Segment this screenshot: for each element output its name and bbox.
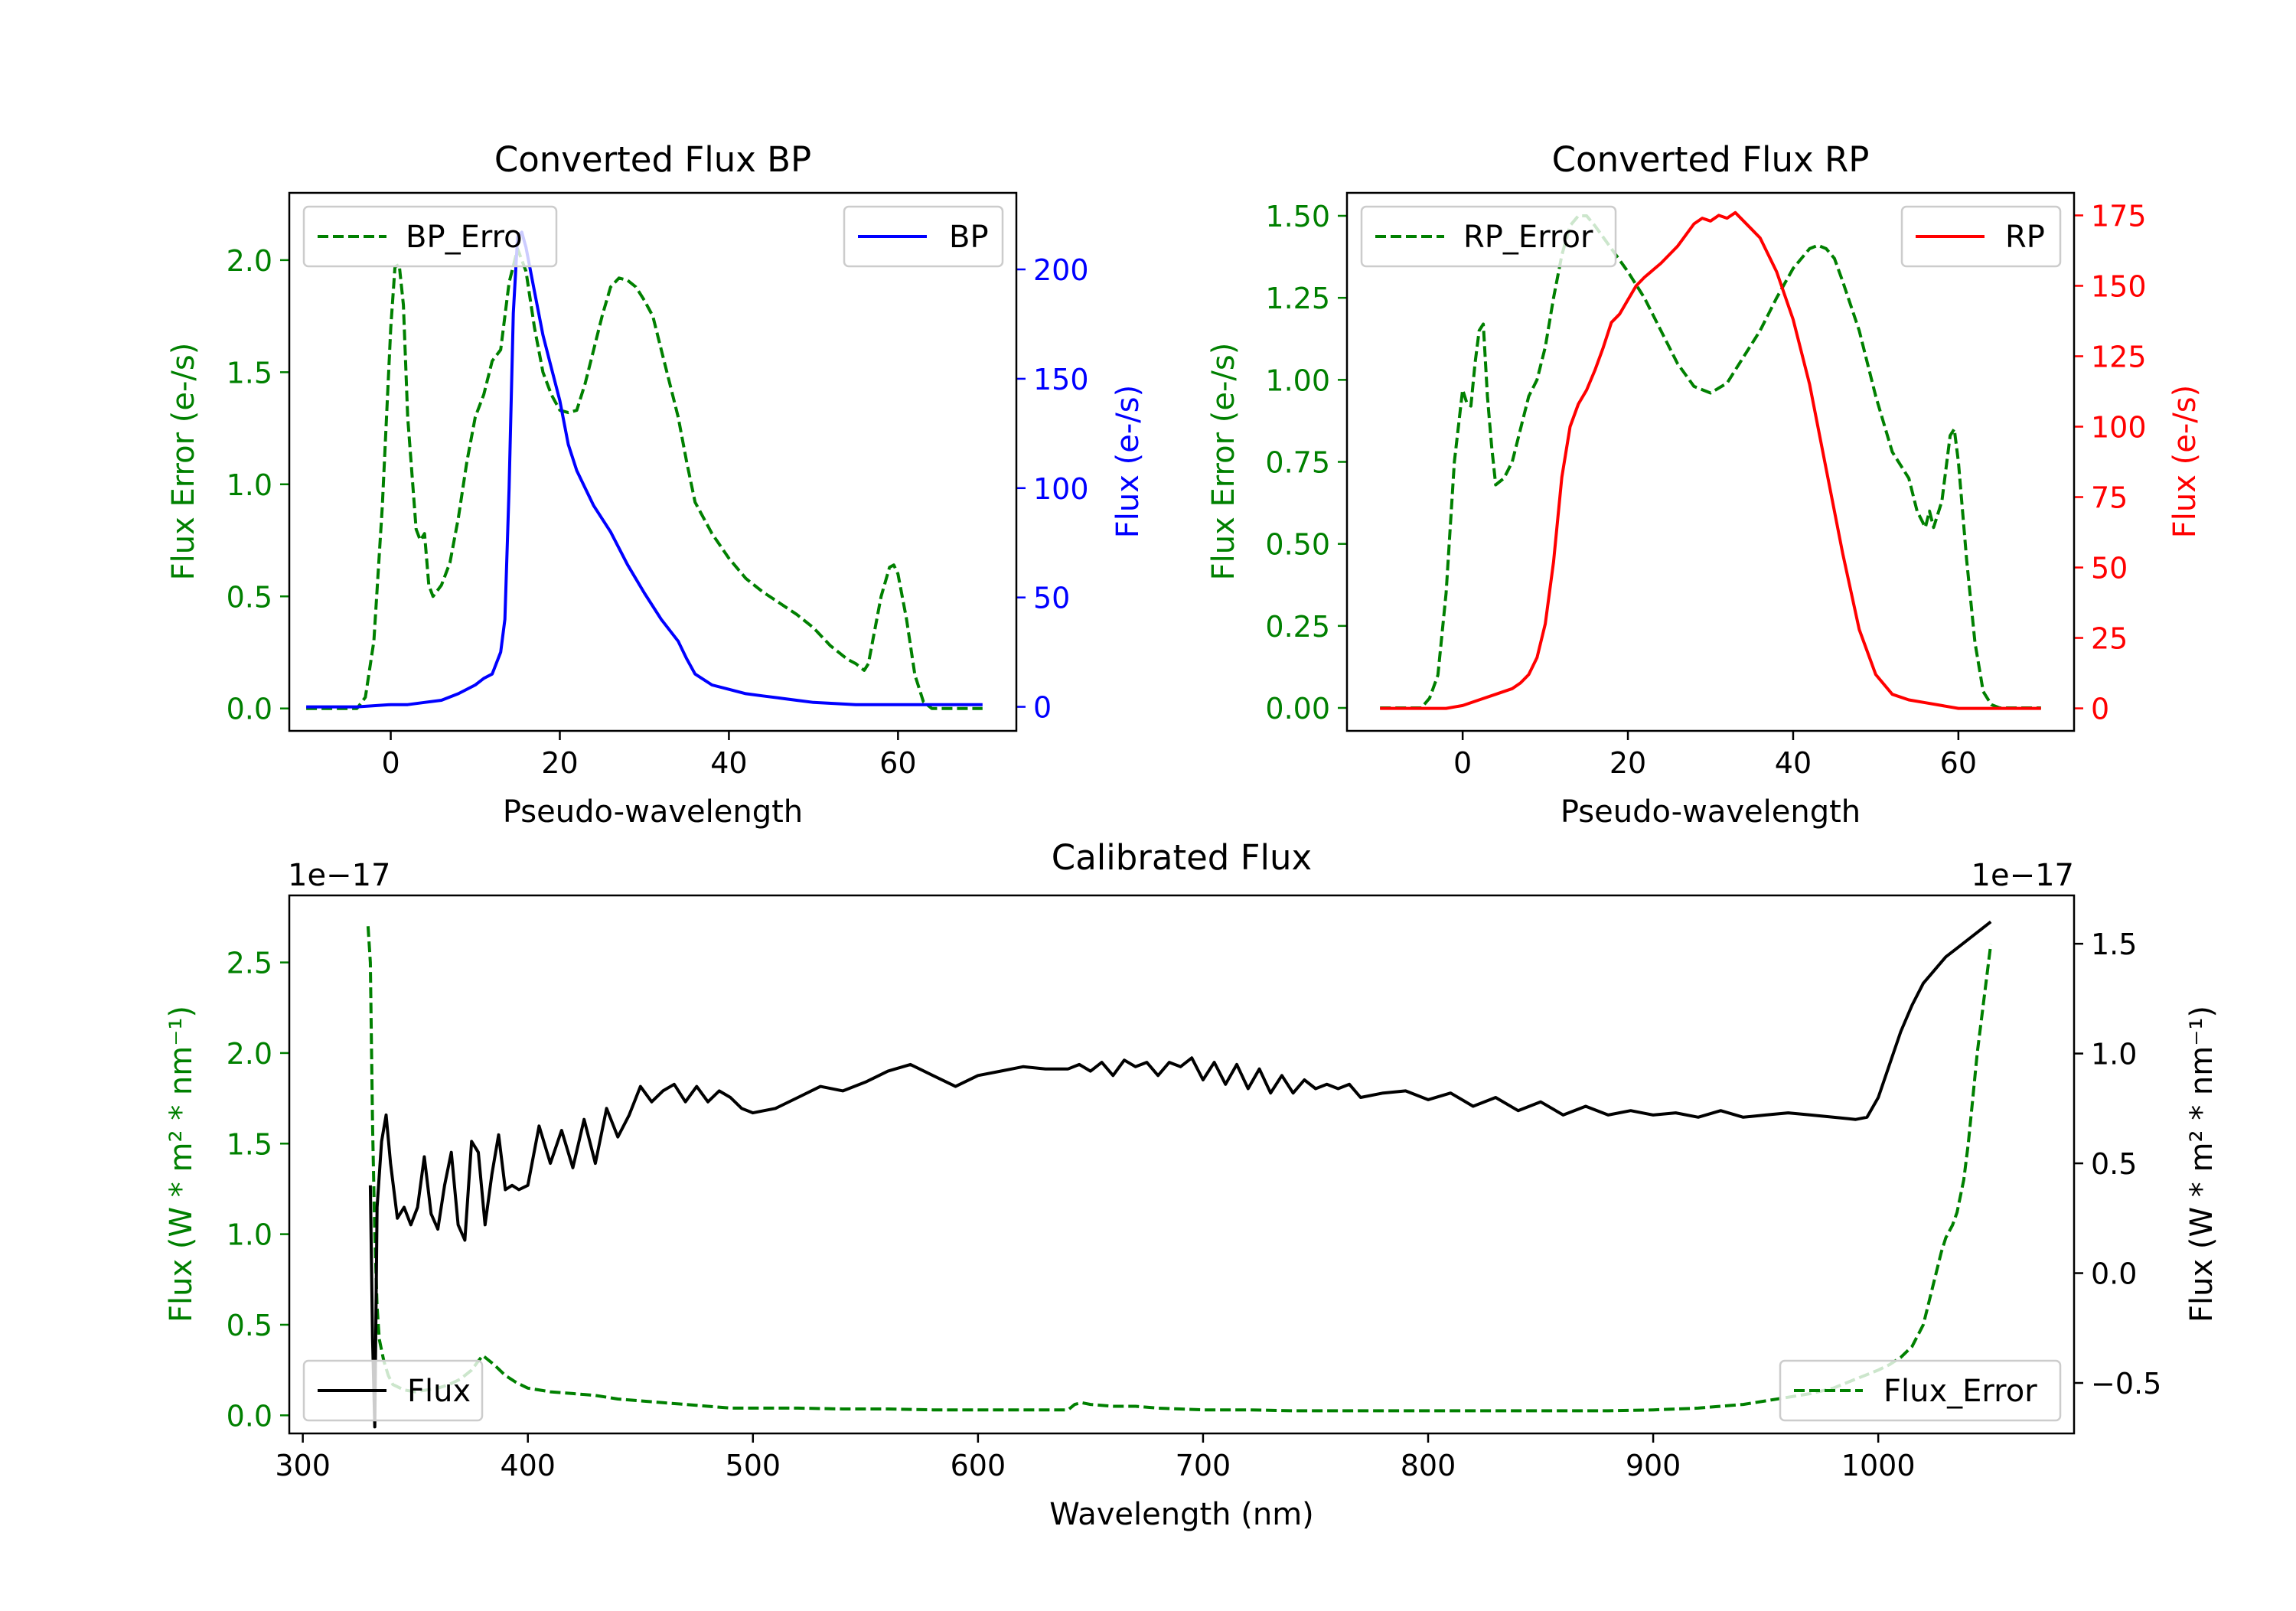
bp-ylabel-right: Flux (e-/s) <box>1110 385 1146 538</box>
calibrated-xtick-label: 300 <box>275 1449 331 1482</box>
rp-ytick-right-label: 100 <box>2091 410 2147 444</box>
calibrated-axes-frame <box>288 894 2076 1435</box>
bp-xlabel: Pseudo-wavelength <box>503 794 803 830</box>
calibrated-legend-right[interactable]: Flux_Error <box>1779 1359 2062 1422</box>
rp-ytick-left-label: 1.25 <box>1265 282 1330 315</box>
rp-ytick-right-label: 175 <box>2091 199 2147 233</box>
bp-axes-frame <box>288 191 1018 732</box>
rp-xtick-label: 60 <box>1940 746 1977 780</box>
bp-xtick-label: 40 <box>710 746 747 780</box>
rp-ylabel-left: Flux Error (e-/s) <box>1206 343 1241 581</box>
calibrated-ytick-right-label: 1.5 <box>2091 928 2137 961</box>
rp-ytick-right-label: 25 <box>2091 622 2128 656</box>
bp-ytick-right-label: 50 <box>1033 582 1070 615</box>
calibrated-ytick-right-label: 0.0 <box>2091 1257 2137 1291</box>
calibrated-xtick-label: 500 <box>726 1449 781 1482</box>
rp-plot-area: 0 20 40 60 0.00 0.25 0.50 0.75 1.00 1.25 1.50 0 25 50… <box>1265 199 2146 780</box>
calibrated-plot-area: 300 400 500 600 700 800 900 1000 0.0 0.5 1.0 1.5 2.0… <box>227 920 2161 1482</box>
calibrated-offset-left: 1e−17 <box>288 858 390 893</box>
bp-chart: Converted Flux BP 0 20 40 60 0.0 0.5 1.0 1.5 2.0… <box>166 139 1146 830</box>
calibrated-ytick-left-label: 2.0 <box>227 1037 272 1071</box>
rp-chart: Converted Flux RP 0 20 40 60 0.00 0.25 0.50 0.7… <box>1206 139 2203 830</box>
calibrated-series-flux-line <box>368 920 1992 1429</box>
bp-series-bp-line <box>306 230 983 709</box>
rp-xtick-label: 20 <box>1609 746 1646 780</box>
calibrated-legend-left-box <box>302 1359 484 1422</box>
bp-legend-right-label: BP <box>949 220 989 255</box>
rp-series-rp-line <box>1380 210 2041 710</box>
calibrated-ytick-left-label: 0.5 <box>227 1309 272 1342</box>
rp-title: Converted Flux RP <box>1552 139 1870 180</box>
bp-legend-left-box <box>302 205 558 268</box>
rp-ytick-left-label: 1.00 <box>1265 364 1330 397</box>
bp-ytick-left-label: 2.0 <box>227 244 272 278</box>
rp-ytick-right-label: 50 <box>2091 552 2128 585</box>
calibrated-ylabel-left: Flux (W * m² * nm⁻¹) <box>164 1006 199 1322</box>
bp-ytick-left-label: 1.5 <box>227 356 272 390</box>
calibrated-chart: Calibrated Flux 1e−17 1e−17 300 400 500 600… <box>164 837 2219 1532</box>
rp-ytick-right-label: 150 <box>2091 269 2147 303</box>
calibrated-xlabel: Wavelength (nm) <box>1049 1497 1314 1532</box>
calibrated-legend-right-box <box>1779 1359 2062 1422</box>
bp-ytick-left-label: 0.5 <box>227 580 272 614</box>
calibrated-ytick-left-label: 0.0 <box>227 1399 272 1433</box>
calibrated-ytick-right-label: −0.5 <box>2091 1367 2161 1401</box>
bp-title: Converted Flux BP <box>494 139 811 180</box>
calibrated-offset-right: 1e−17 <box>1971 858 2074 893</box>
rp-axes-frame <box>1345 191 2076 732</box>
bp-ylabel-left: Flux Error (e-/s) <box>166 343 201 581</box>
bp-xtick-label: 60 <box>879 746 916 780</box>
rp-ytick-left-label: 0.50 <box>1265 528 1330 562</box>
rp-xtick-label: 40 <box>1775 746 1812 780</box>
rp-legend-left[interactable]: RP_Error <box>1360 205 1617 268</box>
calibrated-ytick-right-label: 0.5 <box>2091 1147 2137 1181</box>
calibrated-legend-left-label: Flux <box>407 1374 471 1409</box>
bp-ytick-left-label: 1.0 <box>227 468 272 502</box>
bp-legend-left[interactable]: BP_Erro <box>302 205 558 268</box>
rp-ytick-left-label: 0.00 <box>1265 692 1330 726</box>
rp-xtick-label: 0 <box>1453 746 1472 780</box>
calibrated-xtick-label: 700 <box>1176 1449 1231 1482</box>
calibrated-xtick-label: 1000 <box>1841 1449 1916 1482</box>
bp-plot-area: 0 20 40 60 0.0 0.5 1.0 1.5 2.0 0 50 100 150 200 <box>227 230 1089 780</box>
bp-ytick-right-label: 0 <box>1033 691 1052 725</box>
rp-legend-left-label: RP_Error <box>1463 220 1593 255</box>
bp-ytick-right-label: 150 <box>1033 363 1089 396</box>
rp-legend-left-box <box>1360 205 1617 268</box>
calibrated-ytick-left-label: 1.5 <box>227 1127 272 1161</box>
calibrated-ylabel-right: Flux (W * m² * nm⁻¹) <box>2184 1006 2219 1322</box>
bp-series-bp-error-line <box>306 247 983 710</box>
rp-ytick-left-label: 1.50 <box>1265 200 1330 233</box>
rp-xlabel: Pseudo-wavelength <box>1561 794 1861 830</box>
calibrated-xtick-label: 800 <box>1401 1449 1456 1482</box>
calibrated-ytick-left-label: 2.5 <box>227 947 272 980</box>
calibrated-xtick-label: 600 <box>951 1449 1006 1482</box>
rp-ytick-right-label: 75 <box>2091 481 2128 515</box>
bp-ytick-left-label: 0.0 <box>227 693 272 726</box>
bp-legend-left-label: BP_Erro <box>406 220 523 255</box>
bp-ytick-right-label: 200 <box>1033 253 1089 287</box>
bp-ytick-right-label: 100 <box>1033 472 1089 506</box>
calibrated-title: Calibrated Flux <box>1052 837 1312 878</box>
rp-ytick-right-label: 125 <box>2091 340 2147 373</box>
rp-series-rp-error-line <box>1380 214 2041 709</box>
calibrated-ytick-right-label: 1.0 <box>2091 1038 2137 1071</box>
rp-legend-right-label: RP <box>2005 220 2045 255</box>
calibrated-legend-left[interactable]: Flux <box>302 1359 484 1422</box>
rp-ytick-right-label: 0 <box>2091 693 2109 726</box>
rp-ytick-left-label: 0.75 <box>1265 446 1330 480</box>
rp-ylabel-right: Flux (e-/s) <box>2167 385 2203 538</box>
calibrated-ytick-left-label: 1.0 <box>227 1218 272 1252</box>
calibrated-legend-right-label: Flux_Error <box>1883 1374 2037 1409</box>
bp-xtick-label: 20 <box>541 746 578 780</box>
bp-legend-right[interactable]: BP <box>843 205 1004 268</box>
calibrated-xtick-label: 400 <box>500 1449 556 1482</box>
calibrated-xtick-label: 900 <box>1626 1449 1681 1482</box>
rp-ytick-left-label: 0.25 <box>1265 610 1330 644</box>
rp-legend-right[interactable]: RP <box>1900 205 2062 268</box>
bp-xtick-label: 0 <box>381 746 400 780</box>
